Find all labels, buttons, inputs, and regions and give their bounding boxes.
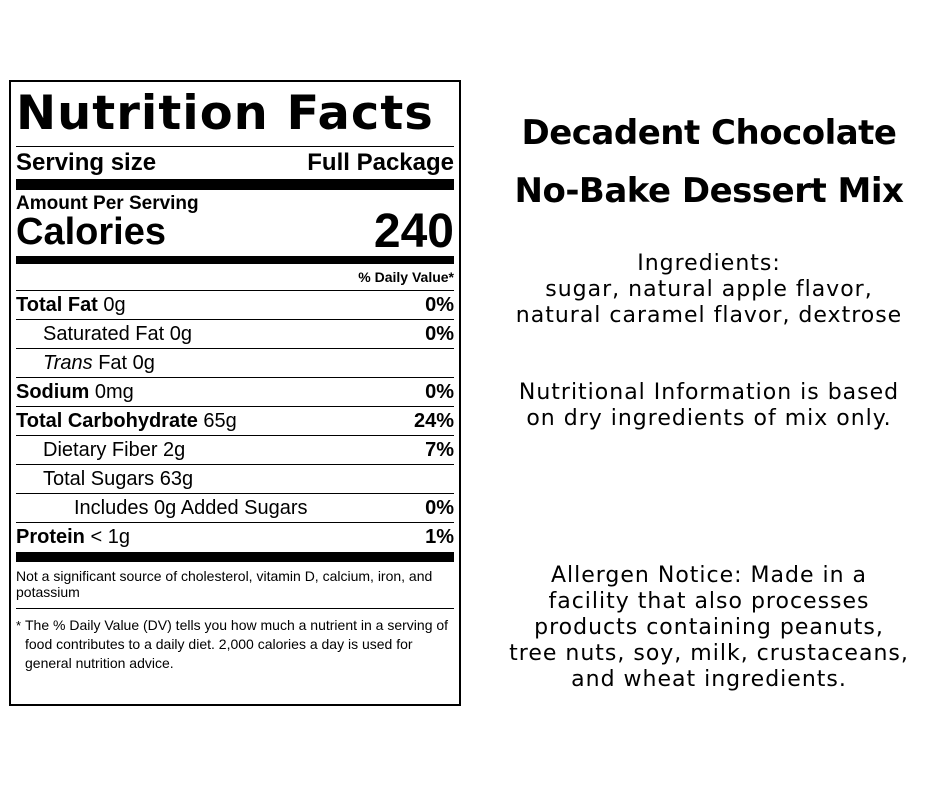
- nutrient-dv: 0%: [425, 294, 454, 316]
- divider-medium: [16, 256, 454, 264]
- divider-footer: [16, 552, 454, 562]
- nutrient-row-saturated-fat: Saturated Fat 0g 0%: [16, 320, 454, 349]
- nutrition-info-line-1: Nutritional Information is based: [518, 380, 900, 405]
- nutrient-amount: < 1g: [84, 526, 130, 548]
- ingredients-line-1: sugar, natural apple flavor,: [545, 277, 873, 302]
- not-significant-note: Not a significant source of cholesterol,…: [16, 562, 454, 609]
- nutrient-row-dietary-fiber: Dietary Fiber 2g 7%: [16, 436, 454, 465]
- nutrient-amount: 0mg: [89, 381, 134, 403]
- nutrient-dv: 1%: [425, 526, 454, 548]
- nutrient-name: Total Fat: [16, 294, 98, 316]
- divider-thick: [16, 179, 454, 190]
- nutrient-dv: 0%: [425, 497, 454, 519]
- nutrient-row-protein: Protein < 1g 1%: [16, 523, 454, 552]
- nutrient-name: Dietary Fiber 2g: [43, 439, 186, 461]
- calories-value: 240: [373, 205, 454, 258]
- nutrient-row-total-carbohydrate: Total Carbohydrate 65g 24%: [16, 407, 454, 436]
- amount-per-serving: Amount Per Serving: [16, 193, 199, 214]
- product-title-line-1: Decadent Chocolate: [521, 113, 897, 153]
- allergen-line-4: tree nuts, soy, milk, crustaceans,: [509, 641, 909, 666]
- nutrient-row-trans-fat: Trans Fat 0g: [16, 349, 454, 378]
- calories-label: Calories: [16, 211, 166, 253]
- nutrient-row-sodium: Sodium 0mg 0%: [16, 378, 454, 407]
- nutrient-dv: 7%: [425, 439, 454, 461]
- nutrition-info-block: Nutritional Information is based on dry …: [478, 380, 940, 432]
- nutrition-facts-label: Nutrition Facts Serving size Full Packag…: [9, 80, 461, 706]
- serving-size-label: Serving size: [16, 149, 157, 176]
- nutrient-row-total-sugars: Total Sugars 63g: [16, 465, 454, 494]
- nutrient-name: Total Sugars 63g: [43, 468, 194, 490]
- allergen-line-3: products containing peanuts,: [534, 615, 884, 640]
- nutrition-facts-title: Nutrition Facts: [16, 86, 434, 141]
- nutrient-name: Total Carbohydrate: [16, 410, 198, 432]
- allergen-line-2: facility that also processes: [548, 589, 870, 614]
- allergen-line-5: and wheat ingredients.: [571, 667, 847, 692]
- nutrient-amount: Fat 0g: [92, 352, 155, 374]
- allergen-line-1: Allergen Notice: Made in a: [550, 563, 868, 588]
- footnote-asterisk: *: [16, 618, 22, 633]
- daily-value-footnote: * The % Daily Value (DV) tells you how m…: [16, 609, 454, 673]
- allergen-notice-block: Allergen Notice: Made in a facility that…: [478, 563, 940, 693]
- ingredients-block: Ingredients: sugar, natural apple flavor…: [478, 251, 940, 329]
- product-title-line-2: No-Bake Dessert Mix: [514, 171, 904, 211]
- nutrient-name-italic: Trans: [43, 352, 93, 374]
- calories-row: Calories 240: [16, 205, 454, 258]
- serving-size-value: Full Package: [307, 149, 454, 176]
- nutrient-amount: 65g: [197, 410, 237, 432]
- product-title: Decadent Chocolate No-Bake Dessert Mix: [478, 104, 940, 220]
- nutrient-name: Saturated Fat 0g: [43, 323, 192, 345]
- footnote-text: The % Daily Value (DV) tells you how muc…: [25, 617, 449, 671]
- nutrition-info-line-2: on dry ingredients of mix only.: [526, 406, 892, 431]
- nutrient-row-total-fat: Total Fat 0g 0%: [16, 291, 454, 320]
- nutrient-amount: 0g: [97, 294, 126, 316]
- nutrient-name: Includes 0g Added Sugars: [74, 497, 308, 519]
- nutrient-name: Protein: [16, 526, 85, 548]
- nutrient-dv: 0%: [425, 323, 454, 345]
- ingredients-line-2: natural caramel flavor, dextrose: [515, 303, 903, 328]
- nutrient-name: Sodium: [16, 381, 90, 403]
- serving-size-row: Serving size Full Package: [16, 146, 454, 178]
- nutrient-row-added-sugars: Includes 0g Added Sugars 0%: [16, 494, 454, 523]
- nutrient-dv: 0%: [425, 381, 454, 403]
- daily-value-header: % Daily Value*: [16, 264, 454, 291]
- nutrient-dv: 24%: [413, 410, 454, 432]
- ingredients-label: Ingredients:: [637, 251, 781, 276]
